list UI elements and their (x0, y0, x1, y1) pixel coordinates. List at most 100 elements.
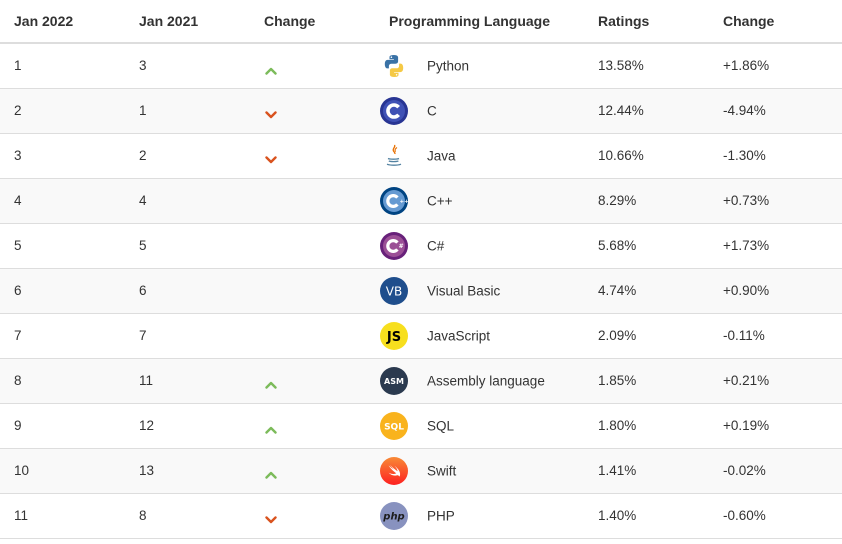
language-name[interactable]: C++ (427, 193, 453, 208)
rank-jan-2021: 8 (125, 493, 250, 539)
rating-change-value: +0.19% (709, 403, 842, 449)
rating-change-value: +0.90% (709, 268, 842, 314)
c-logo-icon (379, 96, 409, 126)
language-name[interactable]: Java (427, 148, 456, 163)
rating-value: 1.80% (584, 403, 709, 449)
language-name[interactable]: Visual Basic (427, 283, 501, 298)
language-cell: C (375, 88, 584, 134)
chevron-down-icon (265, 512, 277, 524)
change-cell (250, 133, 375, 179)
rating-value: 5.68% (584, 223, 709, 269)
rank-jan-2022: 4 (0, 178, 125, 224)
header-programming-language[interactable]: Programming Language (375, 0, 584, 44)
chevron-down-icon (265, 152, 277, 164)
table-row: 1 3 Python 13.58% +1.86% (0, 43, 842, 89)
chevron-up-icon (265, 377, 277, 390)
rating-value: 1.40% (584, 493, 709, 539)
rating-value: 8.29% (584, 178, 709, 224)
language-cell: ASM Assembly language (375, 358, 584, 404)
language-cell: # C# (375, 223, 584, 269)
table-row: 7 7 JS JavaScript 2.09% -0.11% (0, 313, 842, 359)
language-cell: Java (375, 133, 584, 179)
rating-change-value: -0.11% (709, 313, 842, 359)
change-cell (250, 448, 375, 494)
rating-value: 10.66% (584, 133, 709, 179)
language-name[interactable]: C (427, 103, 437, 118)
table-row: 10 13 Swift (0, 448, 842, 494)
table-row: 5 5 # C# 5.68% +1.73% (0, 223, 842, 269)
svg-text:JS: JS (386, 330, 401, 345)
python-logo-icon (379, 51, 409, 81)
table-row: 8 11 ASM Assembly language 1.85% +0.21% (0, 358, 842, 404)
rank-jan-2021: 6 (125, 268, 250, 314)
rating-change-value: +1.86% (709, 43, 842, 89)
rank-jan-2021: 5 (125, 223, 250, 269)
language-name[interactable]: C# (427, 238, 445, 253)
header-rating-change[interactable]: Change (709, 0, 842, 44)
rank-jan-2021: 13 (125, 448, 250, 494)
rank-jan-2022: 11 (0, 493, 125, 539)
rating-change-value: -0.60% (709, 493, 842, 539)
language-cell: Swift (375, 448, 584, 494)
svg-text:SQL: SQL (384, 422, 404, 432)
visual-basic-logo-icon: VB (379, 276, 409, 306)
svg-text:ASM: ASM (384, 377, 404, 386)
header-change[interactable]: Change (250, 0, 375, 44)
table-body: 1 3 Python 13.58% +1.86% 2 1 (0, 43, 842, 539)
rating-value: 4.74% (584, 268, 709, 314)
change-cell (250, 403, 375, 449)
rank-jan-2021: 1 (125, 88, 250, 134)
php-logo-icon: php (379, 501, 409, 531)
language-cell: VB Visual Basic (375, 268, 584, 314)
svg-text:php: php (382, 511, 404, 522)
rating-value: 13.58% (584, 43, 709, 89)
language-cell: php PHP (375, 493, 584, 539)
rating-value: 1.85% (584, 358, 709, 404)
language-cell: ++ C++ (375, 178, 584, 224)
header-jan-2021[interactable]: Jan 2021 (125, 0, 250, 44)
rating-change-value: +0.73% (709, 178, 842, 224)
table-row: 3 2 Java 10.66% -1.30% (0, 133, 842, 179)
svg-text:VB: VB (386, 284, 402, 298)
rating-change-value: -4.94% (709, 88, 842, 134)
change-cell (250, 43, 375, 89)
change-cell (250, 493, 375, 539)
language-name[interactable]: SQL (427, 418, 455, 433)
rank-jan-2021: 7 (125, 313, 250, 359)
change-cell (250, 178, 375, 224)
chevron-up-icon (265, 422, 277, 435)
language-name[interactable]: JavaScript (427, 328, 491, 343)
header-jan-2022[interactable]: Jan 2022 (0, 0, 125, 44)
language-name[interactable]: Python (427, 58, 470, 74)
chevron-up-icon (265, 467, 277, 480)
rank-jan-2022: 5 (0, 223, 125, 269)
java-logo-icon (379, 141, 409, 171)
language-name[interactable]: Swift (427, 463, 457, 478)
table-row: 4 4 ++ C++ 8.29% +0.73% (0, 178, 842, 224)
header-row: Jan 2022 Jan 2021 Change Programming Lan… (0, 0, 842, 44)
rank-jan-2021: 2 (125, 133, 250, 179)
rating-change-value: +0.21% (709, 358, 842, 404)
language-cell: Python (375, 43, 584, 89)
language-name[interactable]: PHP (427, 508, 455, 523)
cpp-logo-icon: ++ (379, 186, 409, 216)
change-cell (250, 358, 375, 404)
svg-text:++: ++ (400, 199, 410, 205)
rating-value: 2.09% (584, 313, 709, 359)
svg-text:#: # (399, 243, 404, 250)
rank-jan-2021: 3 (125, 43, 250, 89)
javascript-logo-icon: JS (379, 321, 409, 351)
rank-jan-2022: 3 (0, 133, 125, 179)
table-header: Jan 2022 Jan 2021 Change Programming Lan… (0, 0, 842, 44)
language-name[interactable]: Assembly language (427, 373, 545, 388)
header-ratings[interactable]: Ratings (584, 0, 709, 44)
change-cell (250, 223, 375, 269)
rank-jan-2022: 2 (0, 88, 125, 134)
rank-jan-2022: 8 (0, 358, 125, 404)
change-cell (250, 268, 375, 314)
rating-change-value: -1.30% (709, 133, 842, 179)
table-row: 9 12 SQL SQL 1.80% +0.19% (0, 403, 842, 449)
chevron-up-icon (265, 63, 277, 75)
chevron-down-icon (265, 107, 277, 119)
